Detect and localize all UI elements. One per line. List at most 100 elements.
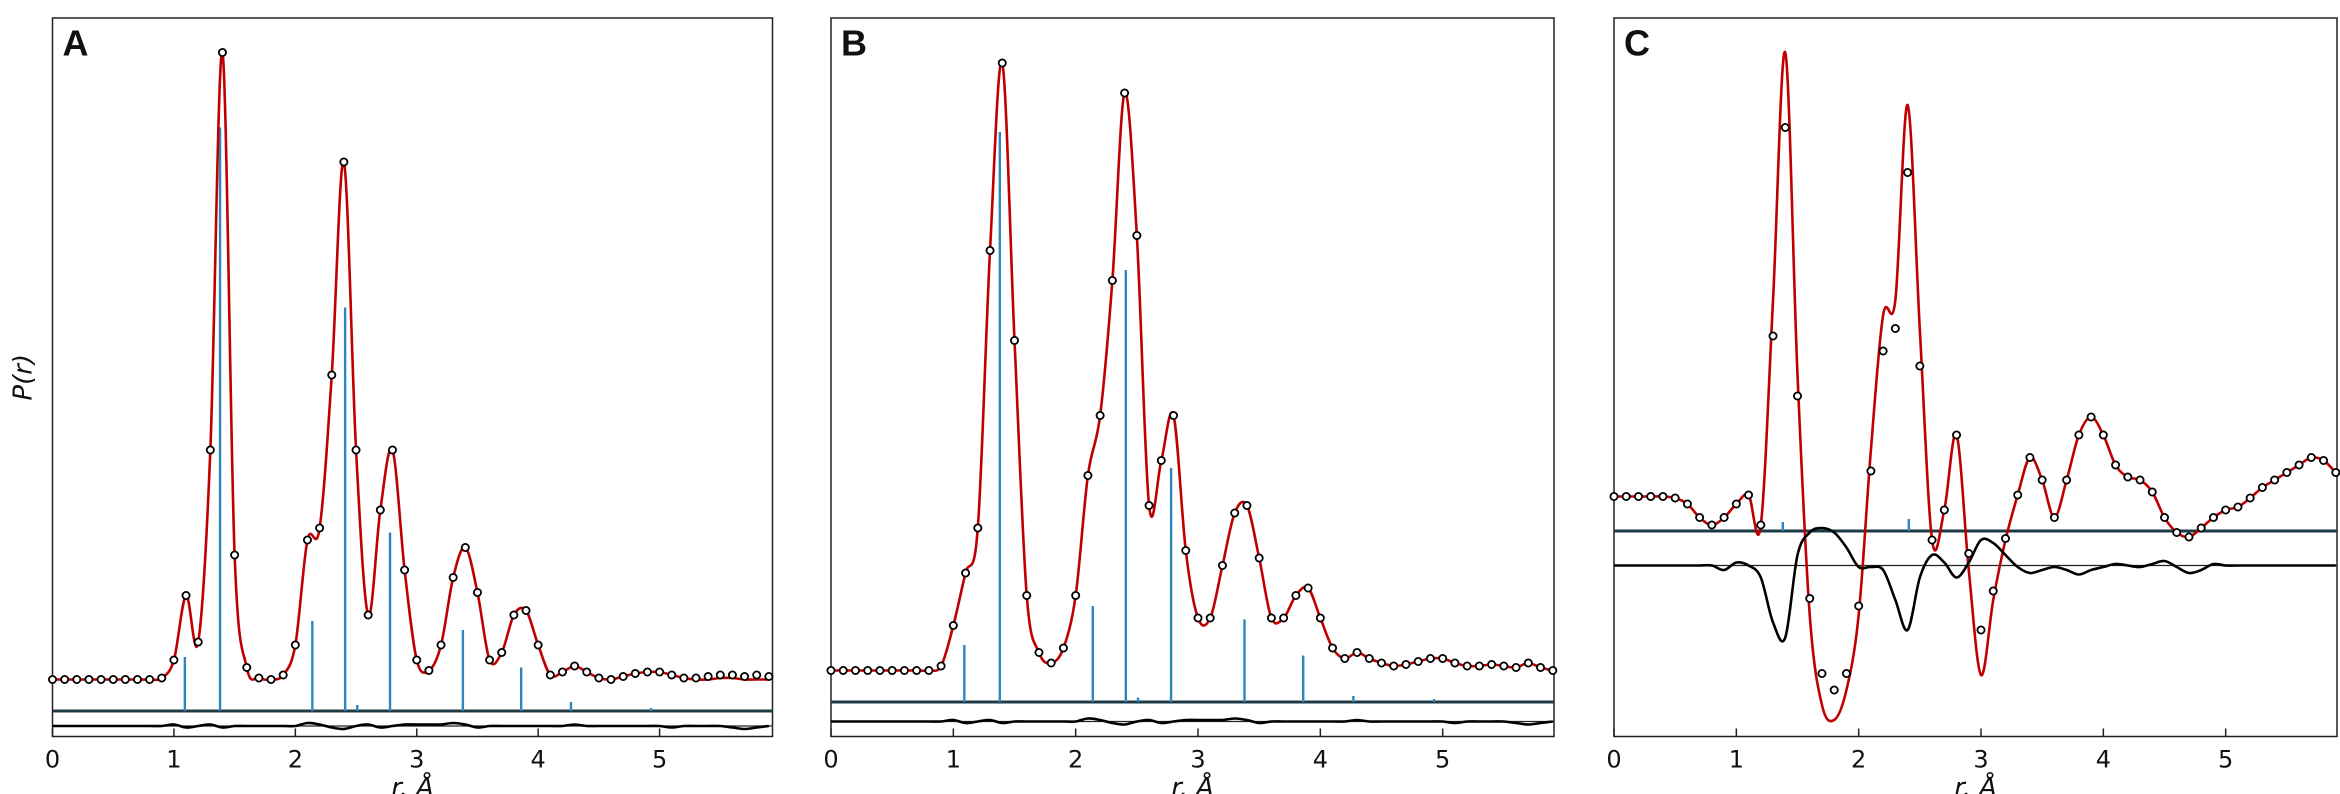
observed-point <box>1548 666 1558 676</box>
observed-point <box>1156 455 1166 465</box>
observed-point <box>412 655 422 665</box>
observed-point <box>96 675 106 685</box>
stick <box>519 667 523 711</box>
observed-point <box>1511 663 1521 673</box>
observed-point <box>1242 500 1252 510</box>
x-tick-label: 5 <box>652 746 667 774</box>
observed-point <box>2294 460 2304 470</box>
observed-point <box>2025 452 2035 462</box>
observed-point <box>2037 475 2047 485</box>
difference-line <box>52 721 770 731</box>
observed-point <box>2245 493 2255 503</box>
observed-point <box>1144 500 1154 510</box>
observed-point <box>1279 613 1289 623</box>
observed-point <box>1058 643 1068 653</box>
stick <box>963 645 966 702</box>
observed-point <box>912 666 922 676</box>
observed-point <box>899 666 909 676</box>
x-tick-label: 4 <box>2096 746 2111 774</box>
observed-point <box>1205 613 1215 623</box>
x-axis-label: r, Å <box>1171 771 1214 794</box>
x-axis-label: r, Å <box>1954 771 1997 794</box>
observed-point <box>1462 661 1472 671</box>
y-axis-label: P(r) <box>9 354 39 401</box>
x-tick-label: 3 <box>1973 746 1988 774</box>
observed-point <box>302 535 312 545</box>
observed-point <box>181 591 191 601</box>
observed-point <box>1670 493 1680 503</box>
observed-point <box>533 640 543 650</box>
observed-point <box>472 588 482 598</box>
observed-point <box>2062 475 2072 485</box>
observed-point <box>2135 475 2145 485</box>
observed-point <box>1646 491 1656 501</box>
observed-point <box>1132 230 1142 240</box>
observed-point <box>84 675 94 685</box>
x-tick-label: 5 <box>1435 746 1450 774</box>
observed-point <box>1780 123 1790 133</box>
fit-line <box>52 50 769 682</box>
observed-point <box>936 661 946 671</box>
stick <box>1907 519 1911 531</box>
observed-point <box>2160 513 2170 523</box>
observed-point <box>1389 661 1399 671</box>
observed-point <box>1107 275 1117 285</box>
observed-point <box>1952 430 1962 440</box>
observed-point <box>460 543 470 553</box>
observed-point <box>266 675 276 685</box>
panel-label: B <box>841 23 867 64</box>
observed-point <box>1217 561 1227 571</box>
observed-point <box>1731 499 1741 509</box>
observed-point <box>436 640 446 650</box>
observed-point <box>618 672 628 682</box>
observed-point <box>108 675 118 685</box>
x-tick-label: 2 <box>1851 746 1866 774</box>
observed-point <box>727 670 737 680</box>
observed-point <box>242 663 252 673</box>
x-tick-label: 2 <box>288 746 303 774</box>
observed-point <box>363 610 373 620</box>
stick <box>1302 655 1305 702</box>
observed-point <box>1022 591 1032 601</box>
observed-point <box>193 637 203 647</box>
observed-point <box>2147 487 2157 497</box>
plot-frame <box>51 17 774 738</box>
observed-point <box>1401 660 1411 670</box>
observed-point <box>339 157 349 167</box>
x-tick-label: 1 <box>166 746 181 774</box>
observed-point <box>1523 658 1533 668</box>
x-axis-label: r, Å <box>391 771 434 794</box>
observed-point <box>424 666 434 676</box>
observed-point <box>1633 491 1643 501</box>
observed-point <box>1976 625 1986 635</box>
stick <box>1124 270 1128 702</box>
observed-point <box>582 667 592 677</box>
observed-point <box>1890 323 1900 333</box>
stick <box>1136 697 1140 702</box>
observed-point <box>1658 491 1668 501</box>
observed-point <box>557 667 567 677</box>
observed-point <box>924 666 934 676</box>
stick <box>1169 468 1173 702</box>
observed-point <box>1487 660 1497 670</box>
x-tick-label: 1 <box>946 746 961 774</box>
observed-point <box>2123 472 2133 482</box>
observed-point <box>205 445 215 455</box>
observed-point <box>2331 468 2340 477</box>
observed-point <box>1230 508 1240 518</box>
observed-point <box>875 666 885 676</box>
stick <box>998 132 1002 702</box>
observed-point <box>838 666 848 676</box>
observed-point <box>169 655 179 665</box>
observed-point <box>1609 491 1619 501</box>
observed-point <box>2111 460 2121 470</box>
observed-point <box>2319 455 2329 465</box>
observed-point <box>667 670 677 680</box>
observed-point <box>315 523 325 533</box>
stick <box>569 702 573 711</box>
observed-point <box>521 606 531 616</box>
observed-point <box>1193 613 1203 623</box>
observed-point <box>715 670 725 680</box>
x-tick-label: 4 <box>1313 746 1328 774</box>
observed-point <box>545 670 555 680</box>
